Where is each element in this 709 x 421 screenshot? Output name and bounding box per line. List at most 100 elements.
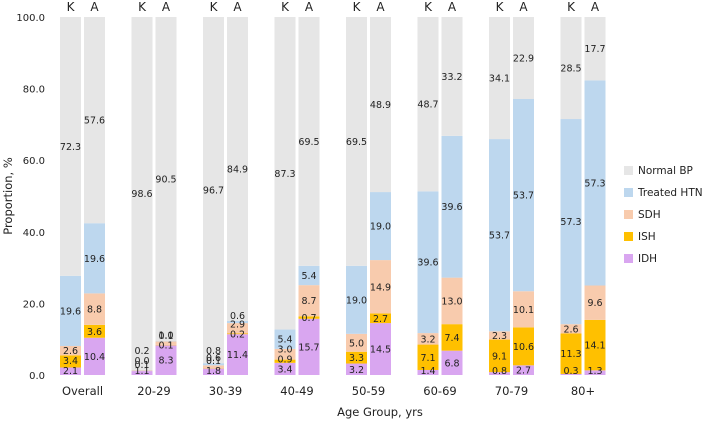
data-label: 6.8 — [444, 358, 459, 369]
data-label: 0.1 — [134, 360, 149, 371]
data-label: 3.6 — [87, 327, 102, 338]
data-label: 0.8 — [492, 366, 507, 377]
data-label: 5.0 — [349, 338, 364, 349]
bar-header-label: K — [67, 0, 76, 14]
data-label: 53.7 — [513, 191, 534, 202]
bar-segment-ish — [274, 359, 296, 363]
data-label: 0.1 — [158, 341, 173, 352]
bar-header-label: K — [424, 0, 433, 14]
bar-segment-ish — [60, 355, 81, 368]
bar-segment-sdh — [346, 333, 367, 352]
bar-segment-sdh — [417, 333, 439, 345]
data-label: 3.3 — [349, 353, 364, 364]
bar-segment-treated-htn — [227, 320, 248, 324]
bar-segment-ish — [489, 339, 510, 373]
x-category-label: 60-69 — [423, 384, 456, 398]
bar-segment-sdh — [584, 285, 606, 320]
bar-header-label: K — [567, 0, 576, 14]
bar-segment-ish — [298, 316, 320, 319]
x-category-label: 30-39 — [209, 384, 242, 398]
bar-segment-normal-bp — [489, 17, 510, 140]
x-category-label: 20-29 — [137, 384, 170, 398]
data-label: 28.5 — [560, 64, 581, 75]
bar-segment-idh — [346, 363, 367, 375]
bar-segment-treated-htn — [298, 265, 320, 286]
data-label: 9.1 — [492, 351, 507, 362]
data-label: 96.7 — [203, 186, 224, 197]
bar-segment-ish — [560, 333, 582, 374]
legend-label: SDH — [638, 209, 661, 221]
data-label: 2.7 — [516, 366, 531, 377]
data-label: 33.2 — [441, 72, 462, 83]
legend-swatch — [624, 232, 633, 241]
data-label: 19.0 — [346, 295, 367, 306]
bar-segment-normal-bp — [274, 17, 296, 330]
data-label: 17.7 — [584, 44, 605, 55]
bar-segment-treated-htn — [203, 363, 224, 366]
bar-segment-treated-htn — [584, 80, 606, 286]
bar-segment-treated-htn — [417, 191, 439, 334]
bar-segment-normal-bp — [131, 17, 153, 370]
y-tick-label: 60.0 — [23, 156, 45, 167]
data-label: 90.5 — [155, 174, 176, 185]
legend-swatch — [624, 166, 633, 175]
data-label: 8.3 — [158, 356, 173, 367]
bar-segment-ish — [441, 324, 463, 351]
data-label: 11.3 — [560, 349, 581, 360]
bar-segment-sdh — [227, 323, 248, 334]
data-label: 15.7 — [298, 342, 319, 353]
bar-segment-ish — [370, 313, 391, 324]
bar-segment-idh — [417, 369, 439, 375]
x-axis-title: Age Group, yrs — [337, 405, 423, 419]
bar-segment-sdh — [298, 285, 320, 317]
bar-segment-normal-bp — [370, 17, 391, 193]
bar-segment-sdh — [513, 291, 534, 328]
x-category-label: 40-49 — [280, 384, 313, 398]
legend-label: Treated HTN — [637, 187, 703, 199]
bar-segment-normal-bp — [417, 17, 439, 192]
bar-header-label: A — [376, 0, 385, 14]
data-label: 98.6 — [131, 189, 152, 200]
data-label: 72.3 — [60, 142, 81, 153]
data-label: 0.3 — [563, 366, 578, 377]
legend: Normal BP Treated HTN SDH ISH IDH — [624, 165, 703, 265]
bar-segment-normal-bp — [60, 17, 81, 276]
bar-header-label: A — [162, 0, 171, 14]
data-label: 0.6 — [206, 353, 221, 364]
data-label: 3.2 — [349, 365, 364, 376]
bars: 72.319.62.13.42.657.619.610.43.68.898.60… — [60, 17, 606, 377]
data-label: 57.3 — [584, 178, 605, 189]
data-label: 1.4 — [420, 366, 435, 377]
bar-header-label: K — [138, 0, 147, 14]
bar-segment-ish — [84, 324, 105, 338]
bar-segment-treated-htn — [60, 275, 81, 347]
bar-segment-normal-bp — [298, 17, 320, 266]
data-label: 10.6 — [513, 342, 534, 353]
legend-label: IDH — [638, 253, 657, 265]
bar-segment-ish — [584, 319, 606, 371]
bar-header-label: A — [519, 0, 528, 14]
data-label: 0.1 — [206, 356, 221, 367]
bar-segment-sdh — [489, 331, 510, 340]
data-label: 13.0 — [441, 296, 462, 307]
data-label: 2.6 — [563, 324, 578, 335]
data-label: 1.3 — [587, 366, 602, 377]
y-tick-label: 0.0 — [29, 371, 45, 382]
bar-segment-idh — [203, 368, 224, 375]
data-label: 2.3 — [492, 331, 507, 342]
bar-segment-idh — [441, 350, 463, 375]
bar-segment-sdh — [131, 370, 153, 372]
y-axis: 0.0 20.0 40.0 60.0 80.0 100.0 — [16, 13, 45, 382]
data-label: 9.6 — [587, 298, 602, 309]
data-label: 10.4 — [84, 352, 105, 363]
x-category-label: Overall — [62, 384, 103, 398]
data-label: 0.6 — [230, 311, 245, 322]
data-label: 3.4 — [63, 356, 78, 367]
data-label: 11.4 — [227, 350, 248, 361]
data-label: 0.0 — [134, 356, 149, 367]
bar-segment-normal-bp — [584, 17, 606, 81]
bar-segment-idh — [560, 373, 582, 375]
x-category-label: 80+ — [571, 384, 595, 398]
bar-segment-treated-htn — [84, 223, 105, 294]
legend-swatch — [624, 188, 633, 197]
